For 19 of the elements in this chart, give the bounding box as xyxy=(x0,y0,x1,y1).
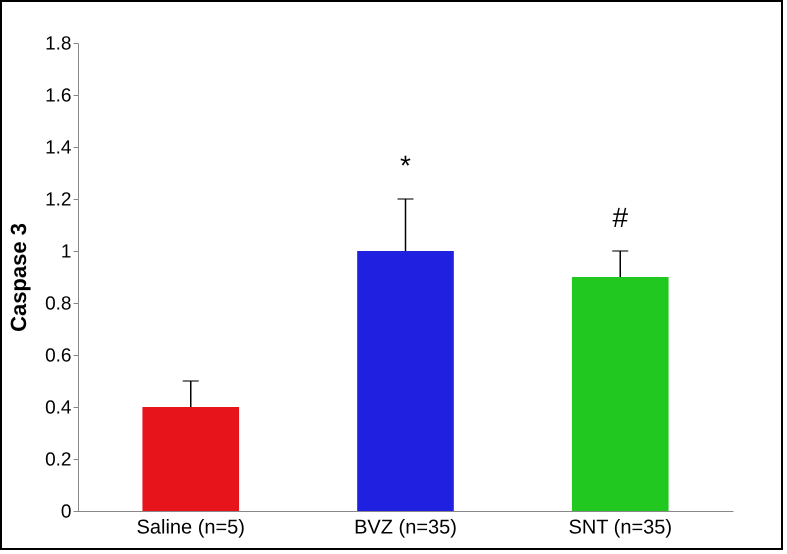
y-tick-label: 0 xyxy=(60,502,72,522)
y-tick-label: 0.2 xyxy=(45,450,72,470)
y-tick-label: 0.6 xyxy=(45,346,72,366)
x-tick-label: BVZ (n=35) xyxy=(354,516,457,538)
bar xyxy=(572,277,669,511)
y-axis-title: Caspase 3 xyxy=(6,223,32,332)
annotation: # xyxy=(612,202,628,233)
y-tick-label: 1.2 xyxy=(45,190,72,210)
annotation: * xyxy=(400,150,412,181)
y-tick-label: 1.4 xyxy=(45,138,72,158)
x-tick-label: Saline (n=5) xyxy=(136,516,245,538)
bar xyxy=(357,251,454,511)
x-tick-label: SNT (n=35) xyxy=(568,516,672,538)
y-tick-label: 0.4 xyxy=(45,398,72,418)
y-tick-label: 1.6 xyxy=(45,86,72,106)
y-tick-label: 1 xyxy=(60,242,72,262)
y-tick-label: 0.8 xyxy=(45,294,72,314)
bar xyxy=(142,407,240,511)
y-tick-label: 1.8 xyxy=(45,34,72,54)
